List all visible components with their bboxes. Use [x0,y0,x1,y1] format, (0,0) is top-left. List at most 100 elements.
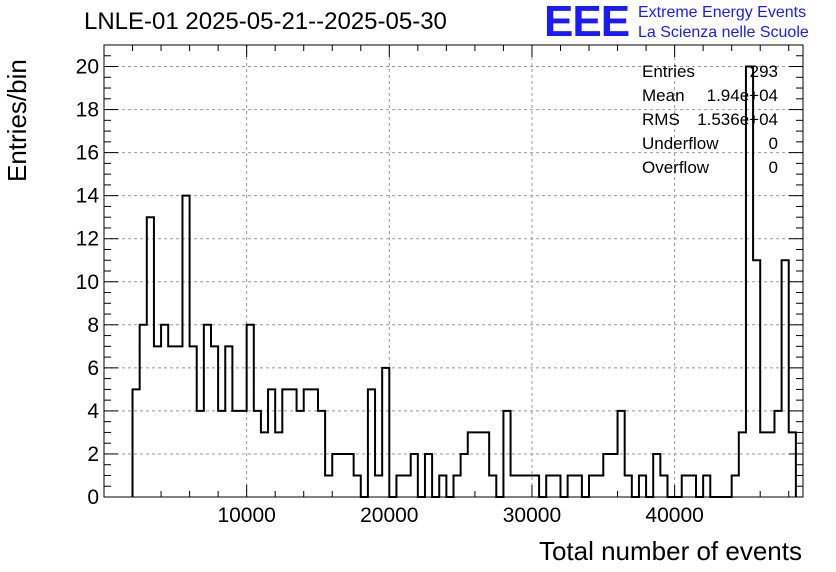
stats-overflow-label: Overflow [642,158,710,177]
x-tick-label: 30000 [503,504,561,527]
y-tick-label: 4 [87,400,99,423]
histogram-bin [482,432,489,497]
histogram-bin [411,454,418,497]
y-axis-label: Entries/bin [2,59,32,182]
y-tick-label: 0 [87,486,99,509]
histogram-bin [261,432,268,497]
histogram-bin [596,475,603,497]
histogram-bin [739,432,746,497]
histogram-bin [182,196,189,497]
histogram-bin [789,432,796,497]
stats-underflow-label: Underflow [642,134,719,153]
histogram-bin [703,475,710,497]
histogram-bin [375,475,382,497]
histogram-bin [425,454,432,497]
x-axis-label: Total number of events [538,536,802,566]
histogram-line [131,65,797,498]
histogram-bin [275,432,282,497]
histogram-bin [489,475,496,497]
histogram-bin [653,454,660,497]
x-tick-label: 10000 [217,504,275,527]
histogram-bin [518,475,525,497]
logo-caption: Extreme Energy Events La Scienza nelle S… [638,3,809,43]
histogram-bin [382,368,389,497]
histogram-bin [461,454,468,497]
histogram-bin [325,475,332,497]
histogram-bin [546,475,553,497]
histogram-bin [282,389,289,497]
histogram-bin [454,475,461,497]
histogram-bin [589,475,596,497]
stats-mean-label: Mean [642,86,685,105]
histogram-bin [339,454,346,497]
stats-box: Entries 293 Mean 1.94e+04 RMS 1.536e+04 … [642,60,778,180]
y-tick-label: 10 [76,271,99,294]
stats-row-underflow: Underflow 0 [642,132,778,156]
x-tick-label: 40000 [645,504,703,527]
histogram-bin [568,475,575,497]
y-tick-label: 6 [87,357,99,380]
histogram-bin [268,389,275,497]
histogram-bin [289,389,296,497]
y-tick-label: 16 [76,142,99,165]
histogram-bin [689,475,696,497]
x-tick-label: 20000 [360,504,418,527]
chart-title: LNLE-01 2025-05-21--2025-05-30 [84,8,447,35]
y-tick-label: 14 [76,185,100,208]
stats-row-rms: RMS 1.536e+04 [642,108,778,132]
stats-overflow-value: 0 [768,158,778,177]
histogram-bin [347,454,354,497]
histogram-bin [147,217,154,497]
histogram-bin [225,346,232,497]
histogram-bin [511,475,518,497]
histogram-bin [368,389,375,497]
histogram-bin [603,454,610,497]
y-tick-label: 2 [87,443,99,466]
histogram-bin [404,475,411,497]
histogram-bin [639,475,646,497]
stats-rms-label: RMS [642,110,680,129]
stats-entries-value: 293 [749,62,778,81]
logo-line-1: Extreme Energy Events [638,4,807,21]
y-tick-label: 12 [76,228,99,251]
histogram-bin [468,432,475,497]
histogram-bin [575,475,582,497]
logo-line-2: La Scienza nelle Scuole [638,24,809,41]
histogram-bin [190,346,197,497]
histogram-bin [168,346,175,497]
y-tick-label: 20 [76,56,99,79]
histogram-bin [760,432,767,497]
histogram-bin [553,475,560,497]
stats-row-overflow: Overflow 0 [642,156,778,180]
histogram-bin [154,346,161,497]
histogram-bin [732,475,739,497]
histogram-bin [475,432,482,497]
stats-rms-value: 1.536e+04 [697,110,778,129]
y-tick-label: 18 [76,99,99,122]
histogram-bin [332,454,339,497]
histogram-bin [525,475,532,497]
histogram-bin [439,475,446,497]
histogram-bin [396,475,403,497]
histogram-bin [354,475,361,497]
histogram-bin [304,389,311,497]
histogram-bin [782,260,789,497]
histogram-bin [625,475,632,497]
histogram-bin [767,432,774,497]
stats-row-entries: Entries 293 [642,60,778,84]
histogram-bin [753,260,760,497]
histogram-bin [682,475,689,497]
histogram-bin [133,389,140,497]
histogram-bin [211,346,218,497]
eee-logo: EEE [544,0,630,46]
stats-mean-value: 1.94e+04 [706,86,778,105]
histogram-bin [311,389,318,497]
histogram-bin [610,454,617,497]
histogram-bin [660,475,667,497]
stats-entries-label: Entries [642,62,695,81]
stats-row-mean: Mean 1.94e+04 [642,84,778,108]
y-tick-label: 8 [87,314,99,337]
stats-underflow-value: 0 [768,134,778,153]
histogram-bin [175,346,182,497]
